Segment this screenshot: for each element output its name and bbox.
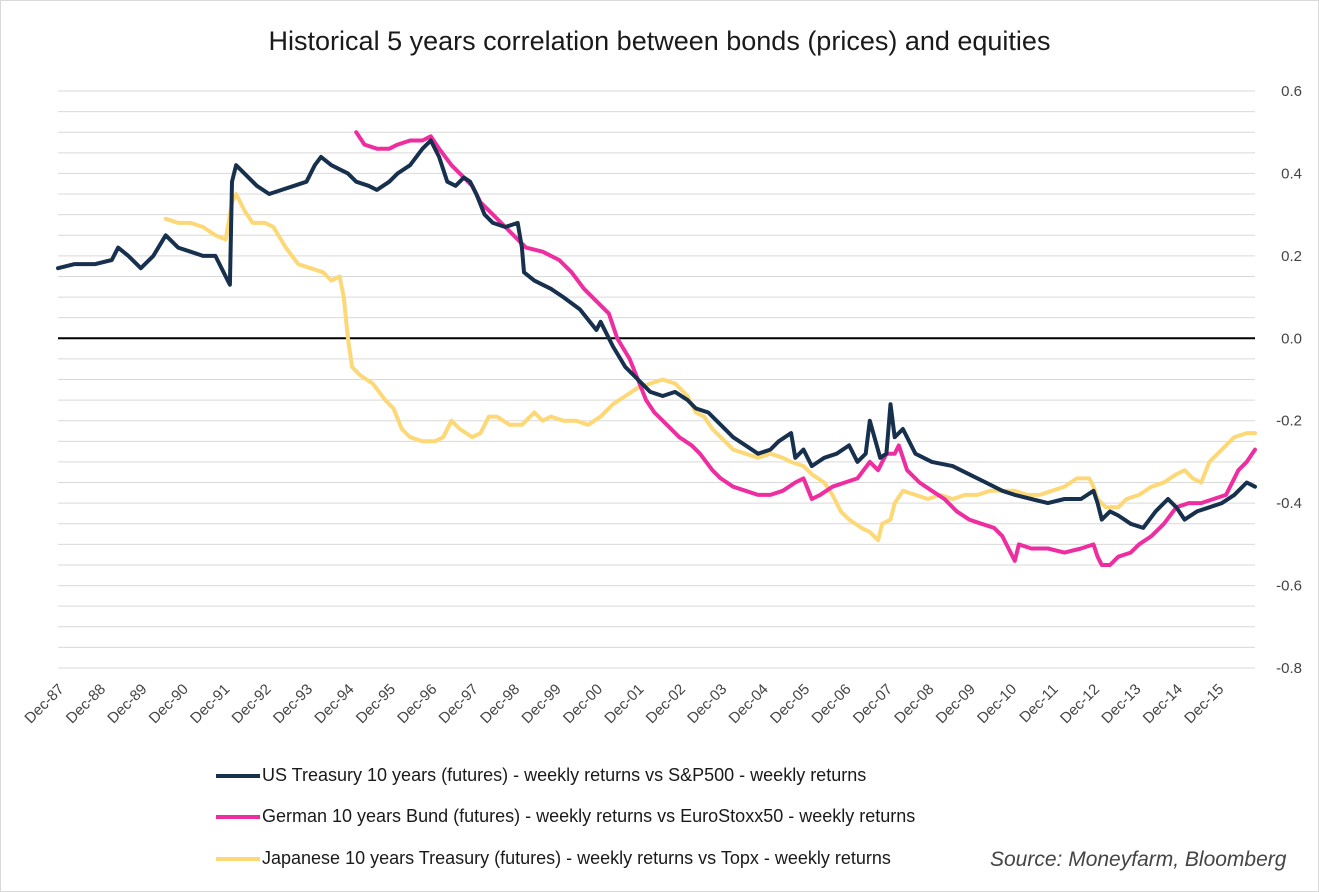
source-note: Source: Moneyfarm, Bloomberg xyxy=(990,848,1287,871)
y-tick-label: 0.2 xyxy=(1281,248,1302,265)
legend-swatch-japanese-treasury xyxy=(216,856,260,861)
x-tick-label: Dec-97 xyxy=(436,681,482,727)
x-tick-label: Dec-03 xyxy=(684,681,730,727)
x-tick-label: Dec-98 xyxy=(477,681,523,727)
x-tick-label: Dec-08 xyxy=(891,681,937,727)
legend-label-us-treasury: US Treasury 10 years (futures) - weekly … xyxy=(262,765,867,785)
chart-title: Historical 5 years correlation between b… xyxy=(268,26,1051,56)
x-tick-label: Dec-13 xyxy=(1098,681,1144,727)
x-axis-ticks: Dec-87Dec-88Dec-89Dec-90Dec-91Dec-92Dec-… xyxy=(21,681,1227,727)
x-tick-label: Dec-87 xyxy=(21,681,67,727)
x-tick-label: Dec-02 xyxy=(643,681,689,727)
x-tick-label: Dec-90 xyxy=(146,681,192,727)
x-tick-label: Dec-94 xyxy=(311,681,357,727)
legend-label-german-bund: German 10 years Bund (futures) - weekly … xyxy=(262,806,916,826)
x-tick-label: Dec-00 xyxy=(560,681,606,727)
x-tick-label: Dec-14 xyxy=(1140,681,1186,727)
x-tick-label: Dec-91 xyxy=(187,681,233,727)
x-tick-label: Dec-95 xyxy=(353,681,399,727)
x-tick-label: Dec-05 xyxy=(767,681,813,727)
x-tick-label: Dec-15 xyxy=(1181,681,1227,727)
x-tick-label: Dec-01 xyxy=(601,681,647,727)
y-tick-label: -0.2 xyxy=(1276,413,1302,430)
legend-swatch-german-bund xyxy=(216,814,260,819)
legend-item-german-bund: German 10 years Bund (futures) - weekly … xyxy=(216,806,915,827)
y-tick-label: -0.4 xyxy=(1276,495,1302,512)
x-tick-label: Dec-99 xyxy=(518,681,564,727)
series-lines xyxy=(56,130,1257,567)
y-tick-label: 0.0 xyxy=(1281,330,1302,347)
y-tick-label: 0.4 xyxy=(1281,165,1302,182)
legend-swatch-us-treasury xyxy=(216,773,260,778)
grid-lines xyxy=(58,90,1255,669)
y-tick-label: -0.6 xyxy=(1276,578,1302,595)
x-tick-label: Dec-04 xyxy=(726,681,772,727)
legend-item-japanese-treasury: Japanese 10 years Treasury (futures) - w… xyxy=(216,848,891,869)
x-tick-label: Dec-06 xyxy=(808,681,854,727)
x-tick-label: Dec-12 xyxy=(1057,681,1103,727)
x-tick-label: Dec-89 xyxy=(104,681,150,727)
y-axis-ticks: 0.6 0.4 0.2 0.0 -0.2 -0.4 -0.6 -0.8 xyxy=(1276,83,1302,677)
x-tick-label: Dec-93 xyxy=(270,681,316,727)
x-tick-label: Dec-10 xyxy=(974,681,1020,727)
legend-label-japanese-treasury: Japanese 10 years Treasury (futures) - w… xyxy=(262,848,891,868)
x-tick-label: Dec-88 xyxy=(63,681,109,727)
series-line-german-bund xyxy=(354,130,1257,567)
x-tick-label: Dec-09 xyxy=(933,681,979,727)
x-tick-label: Dec-96 xyxy=(394,681,440,727)
x-tick-label: Dec-92 xyxy=(229,681,275,727)
y-tick-label: 0.6 xyxy=(1281,83,1302,100)
series-line-us-treasury xyxy=(56,138,1257,530)
x-tick-label: Dec-07 xyxy=(850,681,896,727)
x-tick-label: Dec-11 xyxy=(1016,681,1061,726)
legend-item-us-treasury: US Treasury 10 years (futures) - weekly … xyxy=(216,765,866,786)
series-line-japanese-treasury xyxy=(163,192,1257,543)
y-tick-label: -0.8 xyxy=(1276,660,1302,677)
